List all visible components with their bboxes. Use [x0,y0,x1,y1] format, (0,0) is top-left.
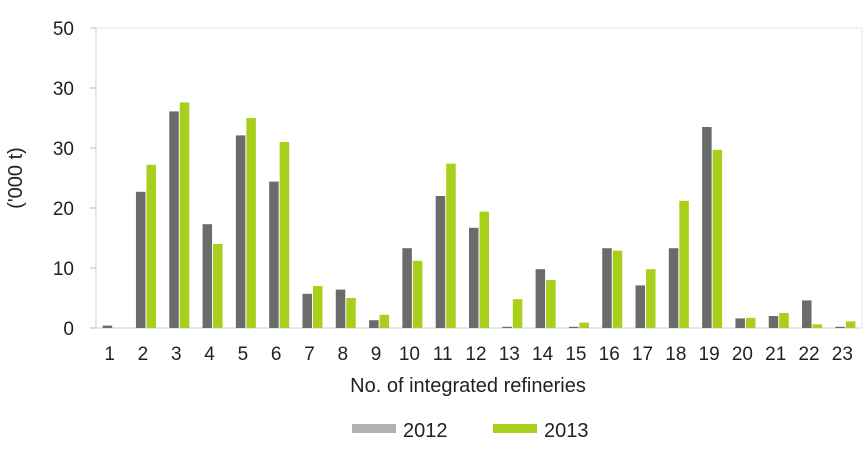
x-tick-label-22: 22 [798,344,819,365]
bar-2012-21 [768,316,779,328]
y-tick-label: 10 [53,259,74,280]
y-tick-label: 20 [53,199,74,220]
x-tick-label-20: 20 [732,344,753,365]
bar-2012-13 [502,326,512,328]
bar-2012-22 [802,300,812,328]
bar-2013-2 [146,164,156,328]
bar-2012-20 [735,318,745,328]
plot-area [95,27,863,329]
x-tick-label-5: 5 [238,344,249,365]
y-tick-label: 50 [53,19,74,40]
bar-2012-4 [202,224,213,328]
bar-2013-8 [346,298,356,328]
bar-2012-12 [469,227,479,328]
bar-2012-1 [102,325,113,328]
x-tick-label-2: 2 [138,344,149,365]
bar-2013-15 [579,322,589,328]
x-axis: 1 2 3 4 5 6 7 8 9 10 11 12 13 14 15 16 17 18 19 20 21 22 23 [104,344,853,365]
y-axis-label: ('000 t) [5,147,27,209]
bar-2013-13 [512,299,523,328]
x-tick-label-6: 6 [271,344,282,365]
legend-swatch-2012 [352,424,396,433]
y-tick-label: 30 [53,139,74,160]
x-tick-label-13: 13 [499,344,520,365]
bar-2013-9 [379,314,390,328]
bar-2013-20 [745,317,756,328]
bar-2012-6 [269,181,279,328]
x-axis-label: No. of integrated refineries [350,375,586,397]
x-tick-label-14: 14 [532,344,554,365]
y-tick-label: 0 [63,319,74,340]
bar-2013-11 [446,163,456,328]
bar-2012-11 [435,196,446,328]
bar-2012-17 [635,285,646,328]
y-axis: 0 10 20 30 30 50 [53,19,96,340]
x-tick-label-12: 12 [465,344,486,365]
x-tick-label-11: 11 [433,344,453,365]
bar-2013-17 [646,269,656,328]
bar-2012-10 [402,248,412,328]
bar-2013-10 [412,260,423,328]
bar-2013-22 [812,324,823,328]
x-tick-label-7: 7 [304,344,315,365]
x-tick-label-21: 21 [765,344,786,365]
bar-2012-23 [835,326,845,328]
bar-2012-5 [235,135,246,328]
x-tick-label-10: 10 [399,344,420,365]
bar-2013-23 [845,321,856,328]
bar-2013-6 [279,142,290,328]
bar-2013-4 [213,244,223,328]
x-tick-label-17: 17 [632,344,653,365]
x-tick-label-4: 4 [204,344,215,365]
bar-2013-5 [246,118,256,328]
bar-2012-18 [668,248,679,328]
bar-2012-14 [535,269,546,328]
x-tick-label-1: 1 [104,344,115,365]
x-tick-label-16: 16 [599,344,620,365]
legend: 2012 2013 [352,420,589,442]
x-tick-label-9: 9 [371,344,382,365]
bar-2012-9 [369,320,379,328]
x-tick-label-8: 8 [337,344,348,365]
x-tick-label-18: 18 [665,344,686,365]
bar-2012-8 [335,289,346,328]
bar-2013-18 [679,200,689,328]
bar-2013-3 [179,102,190,329]
bar-2013-14 [546,280,556,328]
bars [102,102,856,329]
bar-2012-3 [169,111,179,329]
bar-2013-7 [312,286,323,328]
legend-label-2013: 2013 [544,420,589,442]
x-tick-label-23: 23 [832,344,853,365]
bar-2012-2 [135,191,146,328]
bar-2012-7 [302,293,312,328]
bar-2013-12 [479,211,489,328]
bar-2013-21 [779,313,789,328]
bar-2012-16 [602,248,612,328]
bar-2012-19 [702,127,712,328]
legend-swatch-2013 [493,424,537,433]
bar-2013-19 [712,149,723,328]
x-tick-label-3: 3 [171,344,182,365]
bar-2013-16 [612,250,623,328]
y-tick-label: 30 [53,79,74,100]
x-tick-label-15: 15 [565,344,586,365]
legend-label-2012: 2012 [403,420,448,442]
x-tick-label-19: 19 [699,344,720,365]
bar-2012-15 [568,326,579,328]
